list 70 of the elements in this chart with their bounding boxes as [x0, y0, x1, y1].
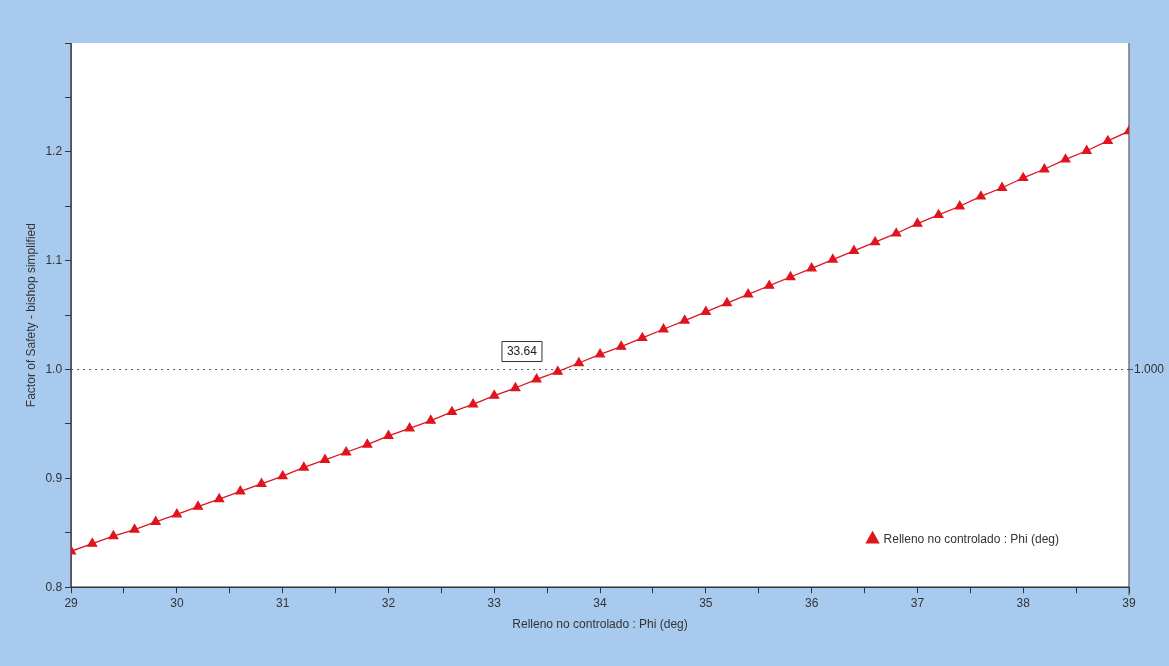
point [277, 470, 288, 480]
point [1039, 163, 1050, 173]
point [1102, 135, 1113, 145]
point [510, 382, 521, 392]
x-tick-label: 37 [910, 595, 925, 610]
point [806, 262, 817, 272]
x-tick-label: 33 [487, 595, 502, 610]
point [1081, 145, 1092, 154]
point [489, 389, 500, 399]
point [679, 314, 690, 324]
point [446, 406, 457, 416]
y-axis-title: Factor of Safety - bishop simplified [23, 223, 38, 408]
point [658, 323, 669, 333]
x-tick-label: 38 [1016, 595, 1031, 610]
point [722, 297, 732, 307]
point [1060, 153, 1071, 163]
x-tick-label: 34 [593, 595, 608, 610]
point [616, 341, 627, 350]
point [573, 357, 584, 367]
y-tick-label: 1.2 [45, 144, 63, 159]
point [912, 218, 923, 227]
legend-label: Relleno no controlado : Phi (deg) [883, 531, 1060, 546]
point [595, 348, 606, 358]
point [891, 227, 902, 237]
point [108, 530, 119, 540]
point [552, 366, 563, 375]
point [362, 438, 373, 448]
x-tick-label: 32 [381, 595, 396, 610]
point [933, 209, 944, 219]
x-tick-label: 30 [170, 595, 184, 610]
point [764, 280, 775, 289]
point [256, 478, 267, 487]
point [150, 516, 161, 526]
point [468, 398, 479, 408]
point [235, 485, 246, 495]
x-axis-title: Relleno no controlado : Phi (deg) [512, 617, 688, 632]
point [341, 446, 352, 456]
point [531, 373, 542, 383]
y-tick-label: 1.0 [45, 361, 63, 376]
point [743, 288, 754, 298]
ref-line-label: 1.000 [1134, 361, 1165, 376]
point [700, 306, 711, 315]
point [425, 415, 436, 424]
point [193, 501, 204, 510]
point [997, 182, 1008, 191]
point [87, 538, 98, 547]
y-tick-label: 0.8 [45, 579, 63, 594]
point [214, 493, 225, 503]
point [171, 508, 182, 518]
x-tick-label: 35 [699, 595, 713, 610]
point [848, 245, 859, 255]
point [129, 523, 140, 533]
annotation: 33.64 [506, 343, 538, 358]
x-tick-label: 39 [1122, 595, 1136, 610]
point [785, 271, 796, 281]
point [954, 200, 965, 210]
x-tick-label: 29 [64, 595, 79, 610]
point [975, 190, 986, 200]
point [404, 422, 415, 432]
point [870, 236, 881, 246]
point [383, 430, 394, 440]
point [827, 253, 838, 263]
point [1018, 172, 1029, 182]
y-tick-label: 1.1 [45, 252, 63, 267]
point [637, 332, 648, 342]
x-tick-label: 31 [275, 595, 290, 610]
y-tick-label: 0.9 [45, 470, 63, 485]
point [298, 461, 309, 471]
point [320, 454, 330, 464]
x-tick-label: 36 [804, 595, 819, 610]
